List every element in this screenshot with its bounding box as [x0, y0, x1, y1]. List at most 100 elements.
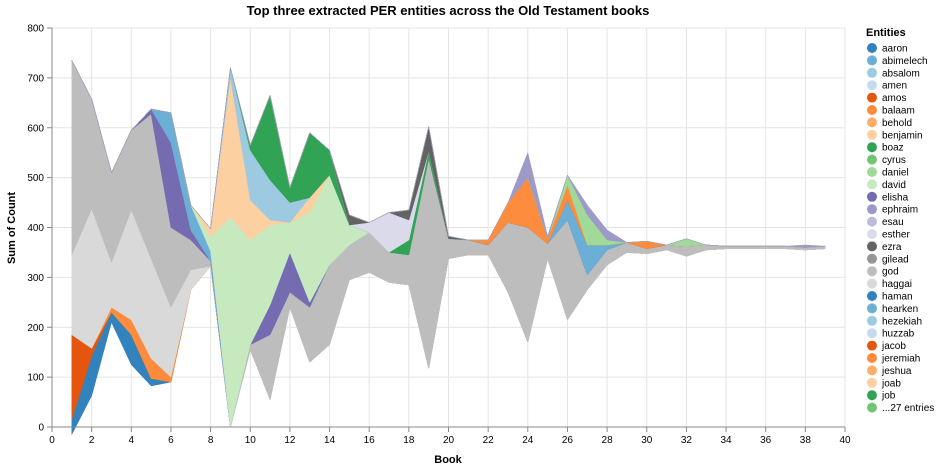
legend-label: ephraim	[882, 205, 918, 216]
legend-swatch	[867, 142, 877, 153]
y-axis-title: Sum of Count	[6, 192, 18, 264]
x-tick-label: 12	[284, 435, 296, 446]
legend-swatch	[867, 204, 877, 215]
legend-swatch	[867, 92, 877, 103]
legend-label: jeremiah	[881, 354, 920, 365]
x-tick-label: 2	[89, 435, 95, 446]
legend-label: abimelech	[882, 56, 928, 67]
legend-swatch	[867, 328, 877, 339]
x-tick-label: 8	[208, 435, 214, 446]
axes: 0 2 4 6 8 10 12 14 16 18 20 22 24 26 28 30 32 34 36 38 40 01…	[27, 24, 851, 447]
x-tick-label: 10	[245, 435, 257, 446]
chart-title: Top three extracted PER entities across …	[247, 3, 650, 18]
x-tick-label: 28	[602, 435, 614, 446]
x-axis-ticks: 0 2 4 6 8 10 12 14 16 18 20 22 24 26 28 30 32 34 36 38 40	[49, 427, 851, 446]
y-tick-label: 400	[27, 223, 44, 234]
x-tick-label: 32	[681, 435, 693, 446]
legend-swatch	[867, 191, 877, 202]
legend-label: elisha	[882, 192, 909, 203]
legend-label: aaron	[882, 44, 908, 55]
legend-label: gilead	[882, 254, 909, 265]
legend-swatch	[867, 117, 877, 128]
legend-label: hezekiah	[882, 316, 922, 327]
legend-label: balaam	[882, 106, 915, 117]
legend-label: joab	[881, 378, 901, 389]
x-tick-label: 22	[483, 435, 495, 446]
legend-swatch	[867, 129, 877, 140]
legend-label: ezra	[882, 242, 902, 253]
x-tick-label: 16	[364, 435, 376, 446]
legend-swatch	[867, 377, 877, 388]
legend-swatch	[867, 253, 877, 264]
x-axis-title: Book	[434, 454, 462, 466]
x-tick-label: 30	[641, 435, 653, 446]
x-tick-label: 36	[760, 435, 772, 446]
legend-swatch	[867, 303, 877, 314]
legend-label: absalom	[882, 68, 920, 79]
y-axis-ticks: 0 100 200 300 400 500 600 700 800	[27, 24, 52, 434]
x-tick-label: 24	[522, 435, 534, 446]
legend-label: god	[882, 267, 899, 278]
legend-label: ...27 entries	[882, 403, 934, 414]
legend-label: benjamin	[882, 130, 923, 141]
legend-swatch	[867, 241, 877, 252]
legend-swatch	[867, 105, 877, 115]
legend-label: amen	[882, 81, 907, 92]
legend-swatch	[867, 402, 877, 413]
legend-swatch	[867, 266, 877, 277]
legend-swatch	[867, 179, 877, 190]
legend-swatch	[867, 55, 877, 66]
legend-swatch	[867, 291, 877, 301]
legend-label: jeshua	[881, 366, 912, 377]
legend-label: haman	[882, 292, 913, 303]
legend-swatch	[867, 154, 877, 165]
x-tick-label: 4	[129, 435, 135, 446]
x-tick-label: 18	[403, 435, 415, 446]
x-tick-label: 34	[720, 435, 732, 446]
legend-swatch	[867, 67, 877, 78]
legend-label: hearken	[882, 304, 918, 315]
y-tick-label: 700	[27, 73, 44, 84]
y-tick-label: 600	[27, 123, 44, 134]
legend-swatch	[867, 340, 877, 351]
series-areas	[71, 60, 826, 435]
legend-label: esau	[882, 217, 904, 228]
x-tick-label: 38	[800, 435, 812, 446]
legend-label: haggai	[882, 279, 912, 290]
x-tick-label: 6	[168, 435, 174, 446]
legend-swatch	[867, 43, 877, 53]
legend-label: amos	[882, 93, 906, 104]
legend-swatch	[867, 80, 877, 91]
series-area-ephraim	[71, 60, 826, 248]
y-tick-label: 300	[27, 273, 44, 284]
legend-swatch	[867, 315, 877, 326]
legend-label: cyrus	[882, 155, 906, 166]
y-tick-label: 800	[27, 24, 44, 35]
x-tick-label: 26	[562, 435, 574, 446]
x-tick-label: 14	[324, 435, 336, 446]
x-tick-label: 20	[443, 435, 455, 446]
legend-label: jacob	[881, 341, 906, 352]
legend-swatch	[867, 390, 877, 401]
legend-label: daniel	[882, 168, 909, 179]
x-tick-label: 40	[839, 435, 851, 446]
legend-swatch	[867, 353, 877, 363]
y-tick-label: 0	[38, 423, 44, 434]
legend-label: david	[882, 180, 906, 191]
legend-title: Entities	[866, 27, 906, 39]
y-tick-label: 100	[27, 373, 44, 384]
legend-label: esther	[882, 230, 910, 241]
legend-label: boaz	[882, 143, 904, 154]
legend-swatch	[867, 278, 877, 289]
y-tick-label: 200	[27, 323, 44, 334]
y-tick-label: 500	[27, 173, 44, 184]
x-tick-label: 0	[49, 435, 55, 446]
legend-label: huzzab	[882, 329, 915, 340]
legend-swatch	[867, 167, 877, 177]
legend-swatch	[867, 365, 877, 376]
legend-label: job	[881, 391, 896, 402]
